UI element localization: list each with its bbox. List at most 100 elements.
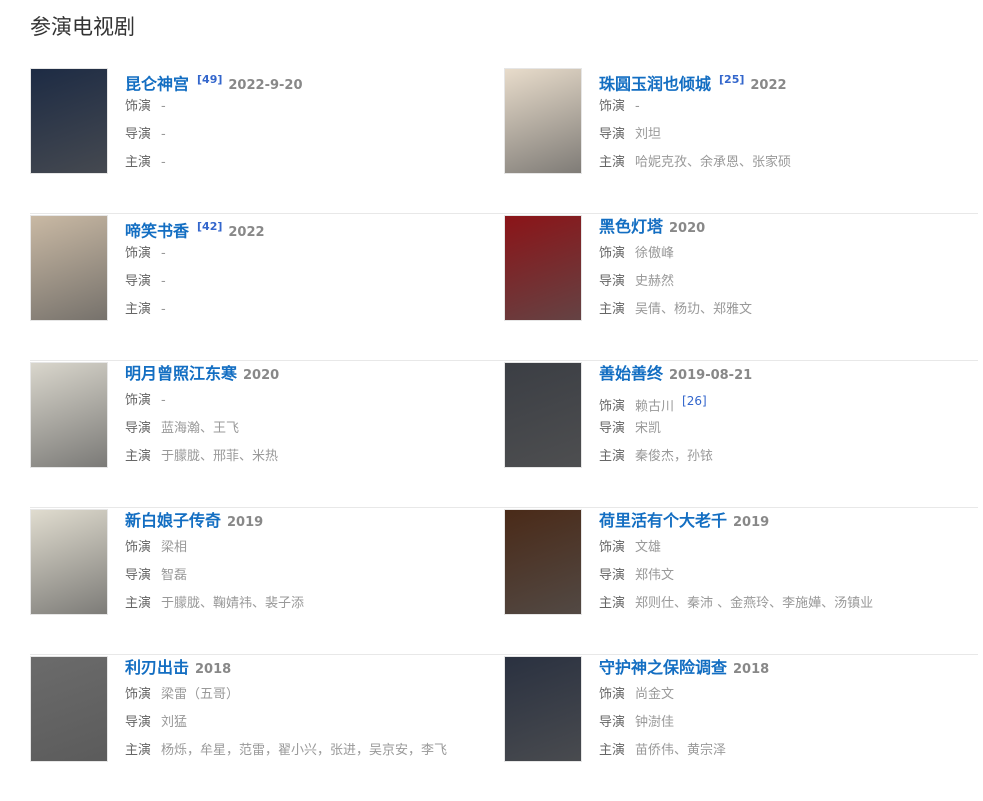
drama-item: 明月曾照江东寒 2020 饰演 - 导演 蓝海瀚、王飞 主演 于朦胧、邢菲、米热 [30, 361, 504, 481]
cast-value: 秦俊杰，孙铱 [635, 449, 714, 464]
role-value: - [161, 246, 166, 261]
cast-value: 吴倩、杨玏、郑雅文 [635, 302, 753, 317]
role-label: 饰演 [125, 246, 152, 261]
drama-title-link[interactable]: 明月曾照江东寒 [125, 364, 238, 383]
cast-value: 郑则仕、秦沛 、金燕玲、李施嬅、汤镇业 [635, 596, 874, 611]
director-label: 导演 [125, 421, 152, 436]
cast-label: 主演 [599, 155, 626, 170]
cast-label: 主演 [599, 596, 626, 611]
cast-label: 主演 [125, 743, 152, 758]
citation-link[interactable]: [49] [197, 73, 223, 86]
drama-title-link[interactable]: 珠圆玉润也倾城 [599, 74, 712, 94]
drama-title-link[interactable]: 善始善终 [599, 364, 664, 383]
role-label: 饰演 [599, 99, 626, 114]
drama-title-link[interactable]: 啼笑书香 [125, 221, 190, 241]
drama-year: 2018 [195, 662, 232, 677]
drama-title-link[interactable]: 荷里活有个大老千 [599, 511, 728, 530]
drama-year: 2020 [669, 221, 706, 236]
poster-image[interactable] [30, 68, 108, 174]
role-value: 赖古川 [635, 399, 675, 415]
role-value: 文雄 [635, 540, 662, 555]
role-value: 尚金文 [635, 687, 675, 702]
poster-image[interactable] [30, 656, 108, 762]
drama-info: 啼笑书香 [42] 2022 饰演 - 导演 - 主演 - [125, 214, 265, 324]
director-value: 蓝海瀚、王飞 [161, 421, 240, 436]
director-value: 钟澍佳 [635, 715, 675, 730]
role-value: 梁雷（五哥） [161, 687, 240, 702]
citation-link[interactable]: [25] [719, 73, 745, 86]
cast-label: 主演 [125, 449, 152, 464]
list-row: 啼笑书香 [42] 2022 饰演 - 导演 - 主演 - 黑色灯塔 2020 饰演 徐傲峰 … [30, 214, 978, 361]
poster-image[interactable] [30, 509, 108, 615]
director-label: 导演 [125, 715, 152, 730]
director-value: 史赫然 [635, 274, 675, 289]
role-label: 饰演 [599, 540, 626, 555]
cast-value: 于朦胧、鞠婧祎、裴子添 [161, 596, 305, 611]
director-label: 导演 [599, 715, 626, 730]
tv-drama-list: 昆仑神宫 [49] 2022-9-20 饰演 - 导演 - 主演 - 珠圆玉润也倾城 [25… [30, 67, 978, 801]
poster-image[interactable] [30, 215, 108, 321]
list-row: 利刃出击 2018 饰演 梁雷（五哥） 导演 刘猛 主演 杨烁，牟星，范雷，翟小兴，张进… [30, 655, 978, 801]
cast-value: - [161, 155, 166, 170]
role-label: 饰演 [599, 246, 626, 261]
drama-info: 黑色灯塔 2020 饰演 徐傲峰 导演 史赫然 主演 吴倩、杨玏、郑雅文 [599, 214, 752, 324]
drama-year: 2019-08-21 [669, 368, 753, 383]
role-value: - [635, 99, 640, 114]
drama-item: 新白娘子传奇 2019 饰演 梁相 导演 智磊 主演 于朦胧、鞠婧祎、裴子添 [30, 508, 504, 628]
role-label: 饰演 [125, 687, 152, 702]
cast-label: 主演 [599, 449, 626, 464]
drama-year: 2022 [750, 78, 787, 94]
list-row: 新白娘子传奇 2019 饰演 梁相 导演 智磊 主演 于朦胧、鞠婧祎、裴子添 荷里活有个… [30, 508, 978, 655]
drama-year: 2019 [227, 515, 264, 530]
drama-item: 啼笑书香 [42] 2022 饰演 - 导演 - 主演 - [30, 214, 504, 334]
role-value: 徐傲峰 [635, 246, 675, 261]
drama-item: 利刃出击 2018 饰演 梁雷（五哥） 导演 刘猛 主演 杨烁，牟星，范雷，翟小兴，张进… [30, 655, 504, 775]
citation-link[interactable]: [26] [682, 394, 707, 408]
poster-image[interactable] [504, 215, 582, 321]
director-value: 宋凯 [635, 421, 662, 436]
drama-year: 2020 [243, 368, 280, 383]
poster-image[interactable] [504, 362, 582, 468]
drama-info: 守护神之保险调查 2018 饰演 尚金文 导演 钟澍佳 主演 苗侨伟、黄宗泽 [599, 655, 769, 765]
cast-value: - [161, 302, 166, 317]
director-value: 智磊 [161, 568, 188, 583]
cast-label: 主演 [125, 155, 152, 170]
drama-title-link[interactable]: 利刃出击 [125, 658, 190, 677]
drama-year: 2019 [733, 515, 770, 530]
director-label: 导演 [125, 127, 152, 142]
director-label: 导演 [125, 568, 152, 583]
drama-year: 2018 [733, 662, 770, 677]
poster-image[interactable] [504, 656, 582, 762]
cast-label: 主演 [125, 596, 152, 611]
director-value: - [161, 274, 166, 289]
poster-image[interactable] [504, 68, 582, 174]
drama-item: 守护神之保险调查 2018 饰演 尚金文 导演 钟澍佳 主演 苗侨伟、黄宗泽 [504, 655, 978, 775]
drama-title-link[interactable]: 守护神之保险调查 [599, 658, 728, 677]
drama-title-link[interactable]: 昆仑神宫 [125, 74, 190, 94]
poster-image[interactable] [30, 362, 108, 468]
poster-image[interactable] [504, 509, 582, 615]
section-title: 参演电视剧 [30, 15, 135, 39]
drama-title-link[interactable]: 黑色灯塔 [599, 217, 664, 236]
cast-value: 杨烁，牟星，范雷，翟小兴，张进，吴京安，李飞 [161, 743, 448, 758]
drama-title-link[interactable]: 新白娘子传奇 [125, 511, 222, 530]
drama-info: 昆仑神宫 [49] 2022-9-20 饰演 - 导演 - 主演 - [125, 67, 303, 177]
list-row: 明月曾照江东寒 2020 饰演 - 导演 蓝海瀚、王飞 主演 于朦胧、邢菲、米热 善始善… [30, 361, 978, 508]
citation-link[interactable]: [42] [197, 220, 223, 233]
director-label: 导演 [599, 127, 626, 142]
drama-info: 利刃出击 2018 饰演 梁雷（五哥） 导演 刘猛 主演 杨烁，牟星，范雷，翟小兴，张进… [125, 655, 447, 765]
director-value: 刘坦 [635, 127, 662, 142]
drama-info: 珠圆玉润也倾城 [25] 2022 饰演 - 导演 刘坦 主演 哈妮克孜、余承恩、张家硕 [599, 67, 791, 177]
drama-item: 昆仑神宫 [49] 2022-9-20 饰演 - 导演 - 主演 - [30, 67, 504, 187]
role-label: 饰演 [599, 687, 626, 702]
drama-item: 善始善终 2019-08-21 饰演 赖古川 [26] 导演 宋凯 主演 秦俊杰，孙铱 [504, 361, 978, 481]
cast-value: 苗侨伟、黄宗泽 [635, 743, 727, 758]
drama-item: 黑色灯塔 2020 饰演 徐傲峰 导演 史赫然 主演 吴倩、杨玏、郑雅文 [504, 214, 978, 334]
drama-item: 珠圆玉润也倾城 [25] 2022 饰演 - 导演 刘坦 主演 哈妮克孜、余承恩、张家硕 [504, 67, 978, 187]
role-value: - [161, 393, 166, 408]
drama-info: 新白娘子传奇 2019 饰演 梁相 导演 智磊 主演 于朦胧、鞠婧祎、裴子添 [125, 508, 304, 618]
cast-label: 主演 [599, 302, 626, 317]
cast-label: 主演 [125, 302, 152, 317]
drama-year: 2022-9-20 [228, 78, 303, 94]
